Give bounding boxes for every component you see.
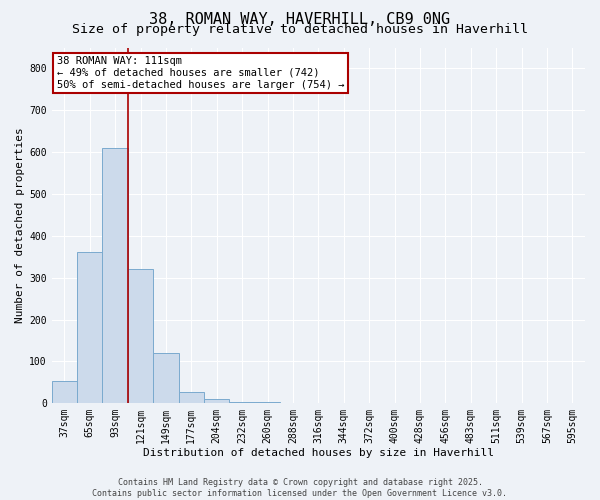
Bar — [52, 382, 77, 403]
Y-axis label: Number of detached properties: Number of detached properties — [15, 128, 25, 323]
Bar — [229, 402, 255, 403]
Bar — [179, 392, 204, 403]
Bar — [103, 148, 128, 403]
Bar — [128, 270, 153, 403]
X-axis label: Distribution of detached houses by size in Haverhill: Distribution of detached houses by size … — [143, 448, 494, 458]
Text: Contains HM Land Registry data © Crown copyright and database right 2025.
Contai: Contains HM Land Registry data © Crown c… — [92, 478, 508, 498]
Bar — [255, 402, 280, 403]
Bar — [77, 252, 103, 403]
Bar — [153, 353, 179, 403]
Text: 38, ROMAN WAY, HAVERHILL, CB9 0NG: 38, ROMAN WAY, HAVERHILL, CB9 0NG — [149, 12, 451, 28]
Bar — [204, 399, 229, 403]
Text: Size of property relative to detached houses in Haverhill: Size of property relative to detached ho… — [72, 22, 528, 36]
Text: 38 ROMAN WAY: 111sqm
← 49% of detached houses are smaller (742)
50% of semi-deta: 38 ROMAN WAY: 111sqm ← 49% of detached h… — [57, 56, 344, 90]
